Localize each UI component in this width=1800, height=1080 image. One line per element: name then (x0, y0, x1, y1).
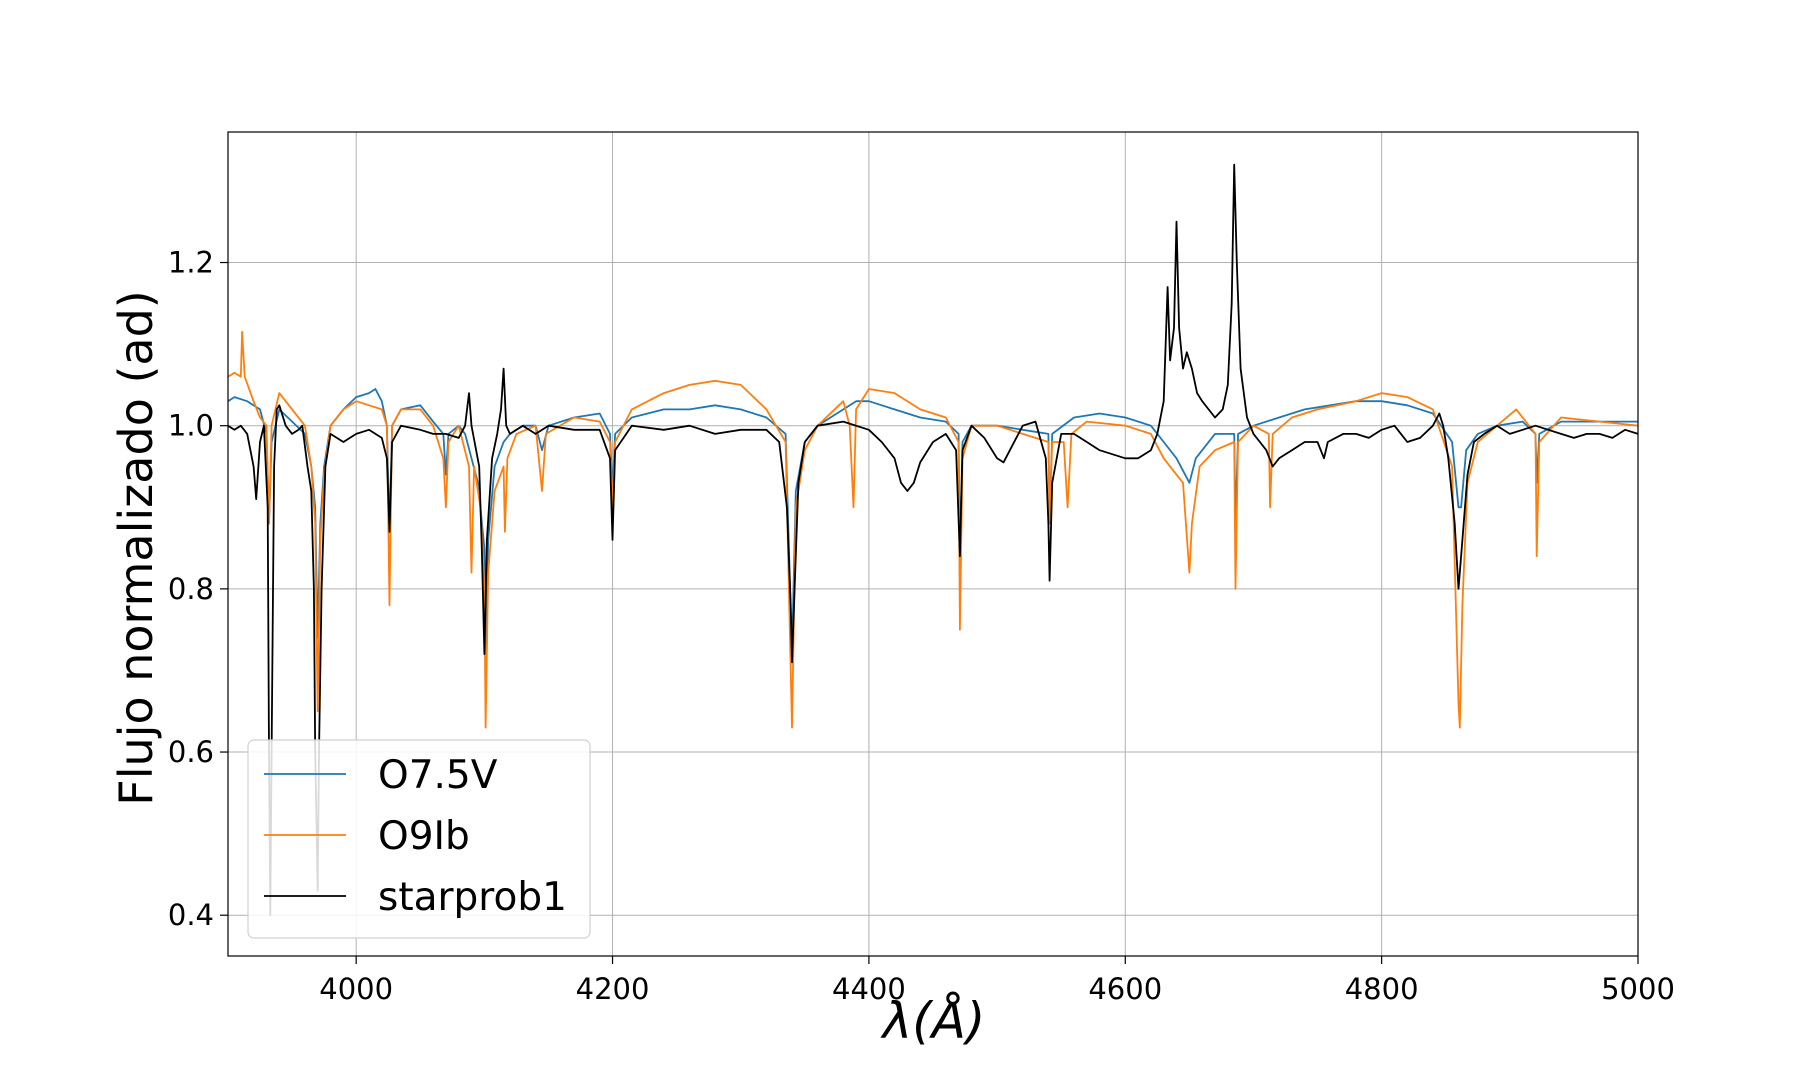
x-axis-label: λ(Å) (880, 992, 986, 1050)
x-tick-label: 4600 (1088, 972, 1162, 1006)
x-tick-label: 4400 (832, 972, 906, 1006)
plot-frame (227, 131, 1639, 957)
legend-box (247, 739, 591, 939)
y-tick-label: 1.2 (168, 246, 214, 280)
legend-label: starprob1 (378, 875, 567, 920)
series-line-o9ib (227, 331, 1639, 729)
y-tick-label: 1.0 (168, 409, 214, 443)
x-axis-ticks: 4000 4200 4400 4600 4800 5000 (319, 956, 1675, 1006)
x-tick-label: 5000 (1601, 972, 1675, 1006)
legend: O7.5V O9Ib starprob1 (247, 739, 591, 939)
legend-label: O7.5V (378, 753, 498, 798)
y-tick-label: 0.4 (168, 898, 214, 932)
series-line-o7-5v (227, 388, 1638, 655)
series-line-starprob1 (227, 163, 1639, 917)
series-lines (227, 163, 1639, 917)
y-axis-label: Flujo normalizado (ad) (109, 290, 163, 805)
x-tick-label: 4200 (576, 972, 650, 1006)
x-tick-label: 4800 (1345, 972, 1419, 1006)
y-tick-label: 0.8 (168, 572, 214, 606)
x-tick-label: 4000 (319, 972, 393, 1006)
legend-label: O9Ib (378, 814, 470, 859)
y-tick-label: 0.6 (168, 735, 214, 769)
y-axis-ticks: 0.4 0.6 0.8 1.0 1.2 (168, 246, 228, 932)
